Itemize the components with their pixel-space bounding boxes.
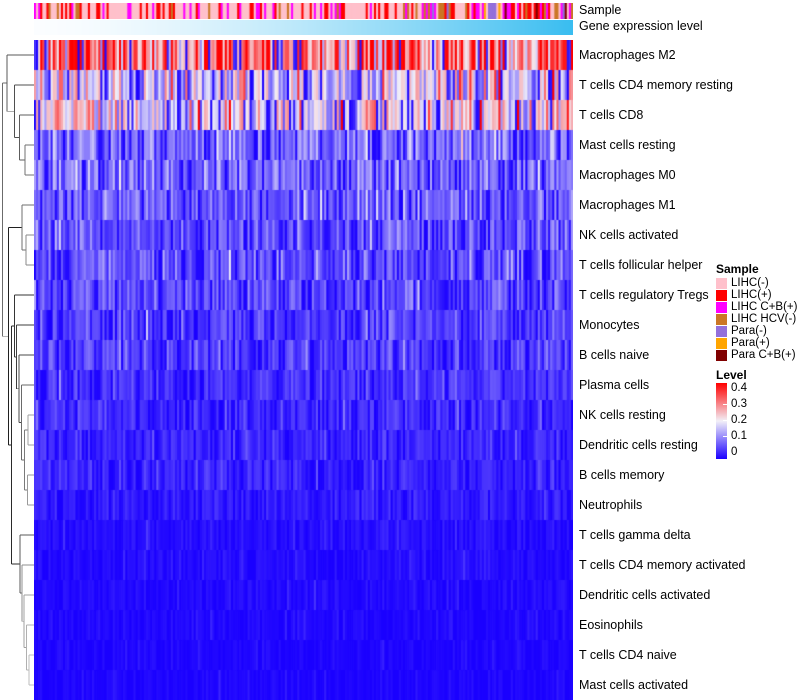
row-label: Eosinophils [579,618,643,632]
row-label: Plasma cells [579,378,650,392]
sample-legend-title: Sample [716,262,759,276]
sample-legend-item: LIHC(-) [716,277,800,289]
gene-expression-annotation-band [34,20,573,35]
level-tick-mark [723,420,727,421]
sample-legend-swatch [716,277,727,289]
level-colorbar-ticks: 0.4 0.3 0.2 0.1 0 [731,382,771,459]
row-label-list: Macrophages M2 T cells CD4 memory resting… [579,40,746,700]
level-tick-mark [723,404,727,405]
sample-legend-item: Para C+B(+) [716,349,800,361]
level-tick-label: 0.3 [731,398,747,410]
row-label: Mast cells resting [579,138,676,152]
sample-legend-item: LIHC HCV(-) [716,313,800,325]
row-label: T cells follicular helper [579,258,703,272]
sample-legend-swatch [716,325,727,337]
sample-legend-swatch [716,349,727,361]
sample-legend-item: Para(-) [716,325,800,337]
gene-expression-annotation-label: Gene expression level [579,19,703,33]
sample-legend-swatch [716,337,727,349]
level-colorbar [716,383,727,459]
row-label: T cells CD8 [579,108,644,122]
sample-legend-label: Para(-) [731,325,767,337]
row-label: B cells naive [579,348,650,362]
row-label: T cells CD4 naive [579,648,677,662]
sample-legend-item: LIHC(+) [716,289,800,301]
row-label: B cells memory [579,468,665,482]
level-tick-label: 0 [731,446,738,458]
sample-legend-label: LIHC HCV(-) [731,313,797,325]
sample-legend-item: Para(+) [716,337,800,349]
heatmap-body [34,40,573,700]
sample-legend-item: LIHC C+B(+) [716,301,800,313]
row-label: T cells regulatory Tregs [579,288,709,302]
sample-legend-swatch [716,313,727,325]
row-label: Neutrophils [579,498,643,512]
level-colorbar-wrap: 0.4 0.3 0.2 0.1 0 [716,382,800,459]
sample-legend-label: Para C+B(+) [731,349,796,361]
level-tick-label: 0.1 [731,430,747,442]
row-label: Macrophages M1 [579,198,676,212]
row-label: NK cells activated [579,228,679,242]
row-label: Dendritic cells resting [579,438,698,452]
sample-legend-swatch [716,289,727,301]
sample-annotation-canvas [34,3,573,19]
sample-annotation-band [34,3,573,19]
row-label: NK cells resting [579,408,666,422]
sample-legend-label: LIHC(-) [731,277,769,289]
row-label: Dendritic cells activated [579,588,711,602]
row-label: Monocytes [579,318,640,332]
level-tick-label: 0.4 [731,382,747,394]
sample-annotation-label: Sample [579,3,622,17]
row-dendrogram [2,54,34,686]
row-label: Macrophages M0 [579,168,676,182]
level-legend-title: Level [716,368,747,382]
sample-legend-label: LIHC C+B(+) [731,301,798,313]
sample-legend-items: LIHC(-) LIHC(+) LIHC C+B(+) LIHC HCV(-) Para… [716,277,800,361]
level-tick-mark [723,436,727,437]
heatmap-canvas [34,40,573,700]
level-legend: Level 0.4 0.3 0.2 0.1 0 [716,368,800,459]
sample-legend-label: LIHC(+) [731,289,772,301]
row-label: Macrophages M2 [579,48,676,62]
sample-legend-label: Para(+) [731,337,770,349]
row-label: T cells gamma delta [579,528,691,542]
sample-legend: Sample LIHC(-) LIHC(+) LIHC C+B(+) LIHC HCV… [716,262,800,361]
row-label: T cells CD4 memory resting [579,78,733,92]
legend-panel: Sample LIHC(-) LIHC(+) LIHC C+B(+) LIHC HCV… [716,262,800,459]
sample-legend-swatch [716,301,727,313]
level-tick-label: 0.2 [731,414,747,426]
row-label: Mast cells activated [579,678,689,692]
row-label: T cells CD4 memory activated [579,558,746,572]
gene-expression-annotation-canvas [34,20,573,35]
